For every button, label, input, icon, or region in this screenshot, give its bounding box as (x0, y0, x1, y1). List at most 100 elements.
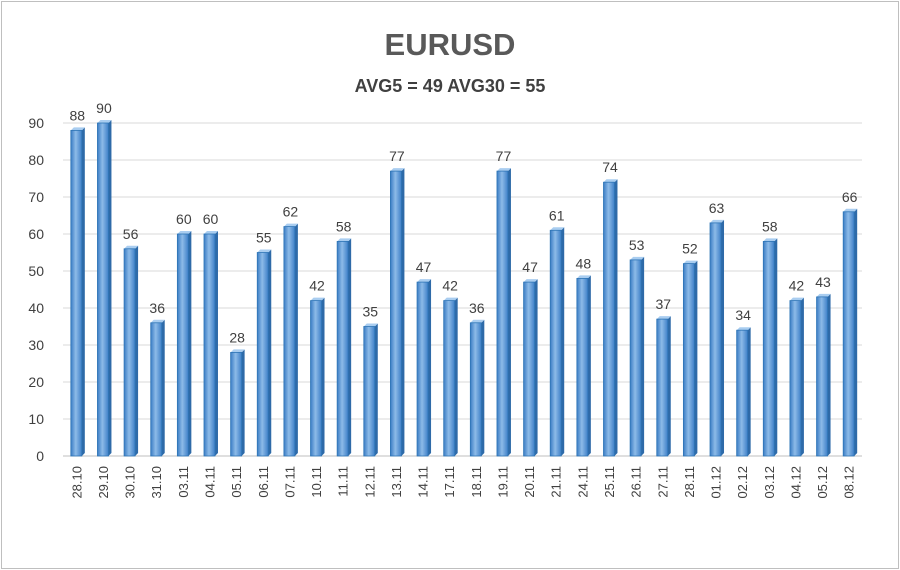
bar-side (321, 297, 325, 456)
y-tick-label: 40 (28, 300, 44, 316)
bar (549, 229, 562, 457)
data-label: 62 (283, 204, 299, 220)
x-tick-label: 31.10 (149, 466, 164, 499)
data-label: 42 (442, 278, 458, 294)
y-tick-label: 70 (28, 189, 44, 205)
x-tick-label: 29.10 (96, 466, 111, 499)
x-tick-label: 01.12 (709, 466, 724, 499)
bar (496, 170, 509, 457)
data-label: 43 (815, 274, 831, 290)
x-tick-label: 28.10 (69, 466, 84, 499)
x-tick-label: 02.12 (735, 466, 750, 499)
x-tick-label: 07.11 (282, 466, 297, 498)
x-tick-label: 25.11 (602, 466, 617, 498)
data-label: 35 (362, 304, 378, 320)
bar (469, 322, 482, 457)
bar-top (843, 208, 858, 212)
bar-side (161, 319, 165, 456)
bar-top (816, 293, 831, 297)
bar-top (443, 297, 458, 301)
bar-top (523, 279, 538, 283)
bar-side (854, 208, 858, 456)
data-label: 66 (842, 189, 858, 205)
data-label: 36 (149, 300, 165, 316)
bar-side (534, 279, 538, 456)
x-tick-label: 20.11 (522, 466, 537, 498)
bar-top (470, 319, 485, 323)
data-label: 77 (496, 148, 512, 164)
bar-top (736, 327, 751, 331)
bar-side (108, 120, 112, 456)
x-tick-label: 04.11 (202, 466, 217, 498)
bar-side (241, 349, 245, 456)
data-label: 42 (309, 278, 325, 294)
bar (816, 296, 828, 457)
data-label: 34 (735, 307, 751, 323)
bar-side (428, 279, 432, 456)
bar-side (587, 275, 591, 456)
data-label: 52 (682, 241, 698, 257)
x-tick-label: 04.12 (788, 466, 803, 499)
bar-side (214, 231, 218, 456)
bar-side (481, 319, 485, 456)
bar-side (800, 297, 804, 456)
data-label: 60 (176, 211, 192, 227)
bar-side (454, 297, 458, 456)
bar-top (576, 275, 591, 279)
bar-top (656, 316, 671, 320)
bar (736, 329, 749, 457)
x-tick-label: 03.12 (762, 466, 777, 499)
data-label: 28 (229, 329, 245, 345)
y-tick-label: 50 (28, 263, 44, 279)
data-label: 56 (123, 226, 139, 242)
x-tick-label: 18.11 (469, 466, 484, 498)
data-label: 55 (256, 230, 272, 246)
x-tick-label: 12.11 (362, 466, 377, 498)
bar (230, 351, 243, 457)
bar-side (81, 127, 85, 457)
bar (523, 281, 535, 457)
bar (842, 211, 855, 457)
x-tick-label: 14.11 (416, 466, 431, 498)
y-tick-label: 20 (28, 374, 44, 390)
bar-top (363, 323, 378, 327)
bar-top (230, 349, 245, 353)
data-label: 58 (762, 218, 778, 234)
x-tick-label: 08.12 (842, 466, 857, 499)
bar-top (257, 249, 272, 253)
data-label: 63 (709, 200, 725, 216)
bar-side (348, 238, 352, 456)
bar (97, 122, 109, 457)
bar-side (774, 238, 778, 456)
bar (390, 170, 402, 457)
bar (176, 233, 189, 457)
x-tick-label: 17.11 (442, 466, 457, 498)
x-tick-label: 10.11 (309, 466, 324, 498)
data-label: 77 (389, 148, 405, 164)
bar (283, 226, 296, 457)
data-label: 53 (629, 237, 645, 253)
bar-side (667, 316, 671, 456)
data-label: 36 (469, 300, 485, 316)
chart-title: EURUSD (384, 27, 516, 62)
bar (336, 240, 349, 457)
bar-top (203, 231, 218, 234)
bar-top (630, 256, 645, 260)
x-tick-label: 21.11 (549, 466, 564, 498)
bar-side (827, 293, 831, 456)
bar-top (789, 297, 804, 301)
x-tick-label: 05.11 (229, 466, 244, 498)
x-tick-label: 30.10 (123, 466, 138, 499)
bar-top (124, 245, 139, 249)
bar-side (374, 323, 378, 456)
bar-top (150, 319, 165, 323)
data-label: 47 (522, 259, 538, 275)
data-label: 61 (549, 207, 565, 223)
chart-subtitle: AVG5 = 49 AVG30 = 55 (354, 76, 546, 96)
x-tick-label: 27.11 (655, 466, 670, 498)
data-label: 42 (789, 278, 805, 294)
x-tick-label: 19.11 (495, 466, 510, 498)
x-tick-label: 26.11 (629, 466, 644, 498)
